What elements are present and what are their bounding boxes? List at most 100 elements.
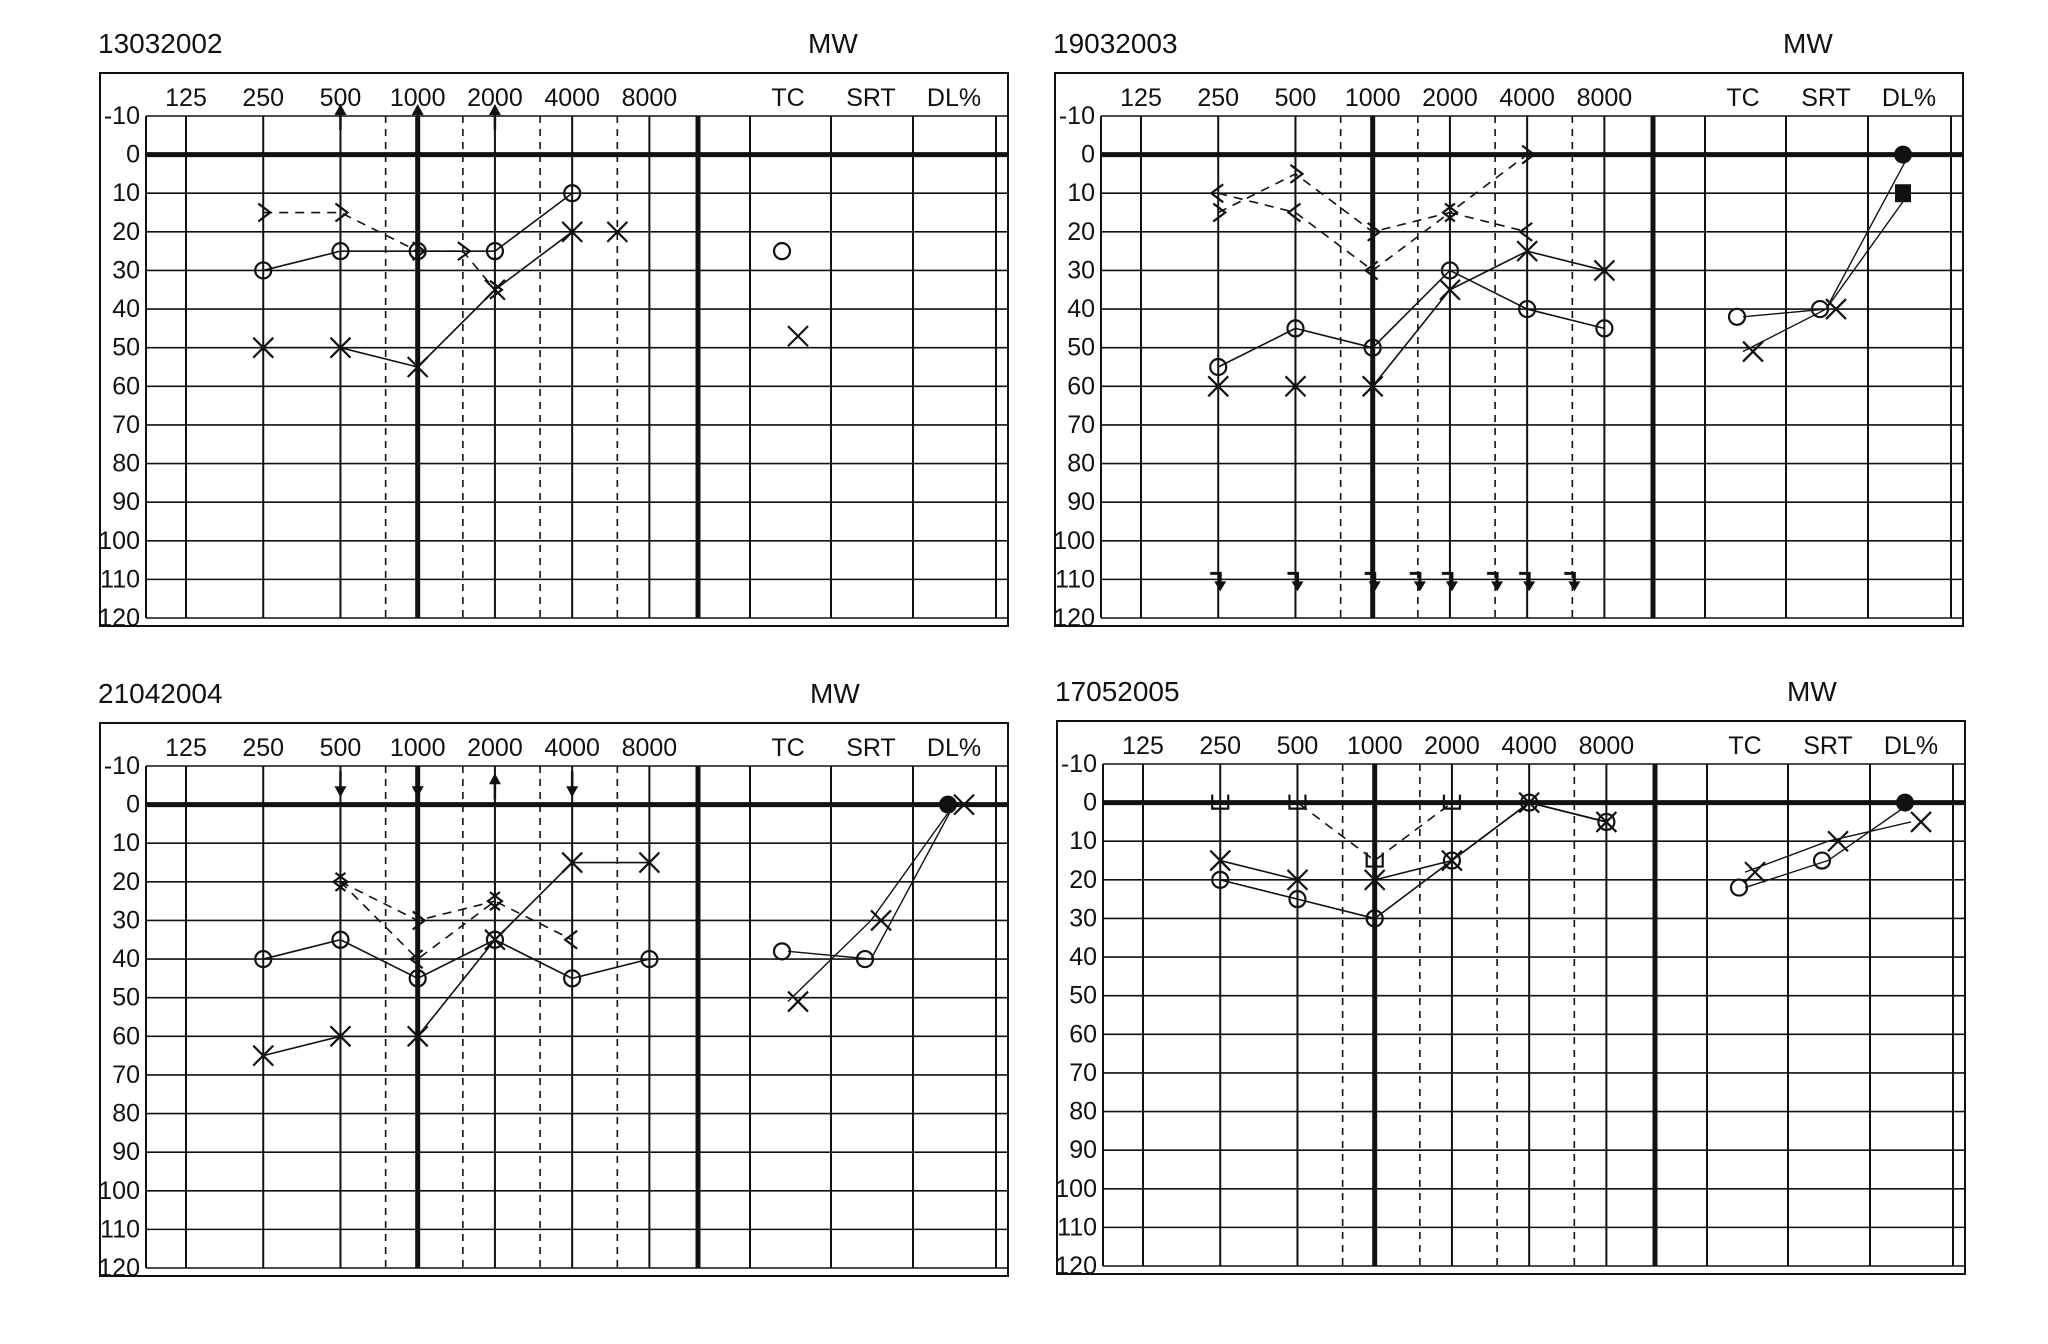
y-tick-label: 100: [1053, 527, 1095, 555]
extra-column-label: SRT: [1803, 732, 1853, 760]
data-point-no-response-head: [1413, 581, 1426, 592]
data-point-circle: [331, 930, 350, 949]
data-point-arrow-up-head: [488, 773, 501, 785]
data-point-circle: [485, 242, 505, 261]
data-point-left-bracket: [563, 929, 578, 950]
data-point-x: [1827, 830, 1849, 853]
data-point-x: [1439, 278, 1461, 301]
extra-values: [772, 242, 809, 347]
data-point-circle: [254, 261, 273, 280]
series: [334, 104, 501, 130]
data-point-circle: [855, 949, 875, 969]
series: [1211, 794, 1462, 868]
data-point-right-bracket: [457, 241, 472, 262]
data-point-x: [561, 221, 583, 243]
data-point-arrow-down-head: [411, 786, 424, 798]
data-point-circle: [1209, 357, 1228, 377]
x-tick-label: 8000: [622, 84, 678, 112]
data-point-circle: [331, 242, 350, 261]
data-point-x: [329, 336, 352, 359]
x-tick-label: 4000: [1501, 732, 1557, 760]
panel-date: 21042004: [98, 678, 223, 709]
y-tick-label: 40: [112, 945, 140, 973]
extra-connector: [1744, 802, 1912, 889]
series-line: [1217, 153, 1528, 233]
extra-connector: [787, 804, 955, 960]
series: [257, 202, 504, 300]
data-point-circle: [1288, 890, 1307, 909]
data-point-circle: [254, 949, 273, 969]
data-point-circle: [1442, 851, 1462, 870]
data-point-circle: [1520, 793, 1539, 812]
data-point-right-bracket: [489, 279, 504, 300]
y-tick-label: 20: [1069, 866, 1097, 894]
y-tick-label: 70: [112, 411, 140, 439]
data-point-circle: [563, 184, 582, 203]
series-line: [1218, 250, 1605, 388]
panel-patient-code: MW: [1787, 676, 1837, 707]
extra-column-label: TC: [771, 84, 804, 112]
data-point-left-bracket: [1518, 221, 1533, 242]
data-point-left-bracket: [408, 949, 424, 969]
data-point-x: [1742, 340, 1764, 363]
y-tick-label: 60: [112, 1022, 140, 1050]
y-tick-label: 90: [112, 1138, 140, 1166]
x-tick-label: 8000: [622, 734, 678, 762]
data-point-no-response-head: [1568, 581, 1581, 592]
x-tick-label: 1000: [1347, 732, 1403, 760]
panel-date: 13032002: [98, 28, 223, 59]
series-line: [1220, 801, 1607, 920]
data-point-x: [252, 1044, 275, 1067]
data-point-circle: [1363, 338, 1382, 357]
series: [1212, 144, 1536, 242]
y-tick-label: 110: [1055, 565, 1095, 593]
data-point-no-response: [1364, 571, 1377, 584]
data-point-x: [953, 793, 975, 816]
data-point-x: [1207, 375, 1230, 398]
extra-values: [1727, 145, 1912, 363]
data-point-right-bracket: [257, 202, 273, 223]
y-tick-label: 40: [112, 295, 140, 323]
data-point-x: [1910, 811, 1932, 833]
y-tick-label: 80: [112, 1100, 140, 1128]
y-tick-label: 80: [112, 450, 140, 478]
y-tick-label: -10: [104, 102, 140, 130]
series: [334, 771, 579, 798]
data-point-x: [1209, 849, 1232, 872]
data-point-circle: [1518, 299, 1537, 319]
data-point-arrow-up-head: [411, 104, 424, 115]
data-point-arrow-down-head: [334, 786, 347, 798]
y-tick-label: 30: [1067, 256, 1095, 284]
y-tick-label: 10: [112, 829, 140, 857]
data-point-no-response: [1409, 571, 1422, 584]
y-tick-label: 120: [98, 604, 140, 628]
panel-patient-code: MW: [808, 28, 858, 59]
x-tick-label: 125: [165, 84, 207, 112]
data-point-x: [1361, 375, 1384, 398]
data-point-right-bracket: [1444, 202, 1459, 223]
y-tick-label: 30: [112, 256, 140, 284]
y-tick-label: 0: [1083, 789, 1097, 817]
data-point-no-response: [1564, 571, 1576, 584]
series-line: [339, 881, 573, 961]
data-point-circle: [563, 969, 582, 988]
y-tick-label: 70: [112, 1061, 140, 1089]
data-point-arrow-up-head: [334, 104, 347, 115]
data-point-x: [1516, 240, 1538, 262]
x-tick-label: 2000: [1422, 84, 1478, 112]
data-point-no-response-head: [1368, 581, 1381, 592]
series: [254, 930, 659, 988]
data-point-circle: [1595, 319, 1614, 338]
y-tick-label: 60: [112, 372, 140, 400]
extra-column-label: TC: [771, 734, 804, 762]
extra-values: [1729, 793, 1932, 897]
y-tick-label: 50: [1067, 334, 1095, 362]
data-point-circle: [640, 949, 659, 969]
y-tick-label: 60: [1067, 372, 1095, 400]
series: [252, 221, 629, 378]
data-point-arrow-up-head: [488, 104, 501, 115]
y-tick-label: 90: [1069, 1136, 1097, 1164]
data-point-x: [787, 325, 809, 347]
